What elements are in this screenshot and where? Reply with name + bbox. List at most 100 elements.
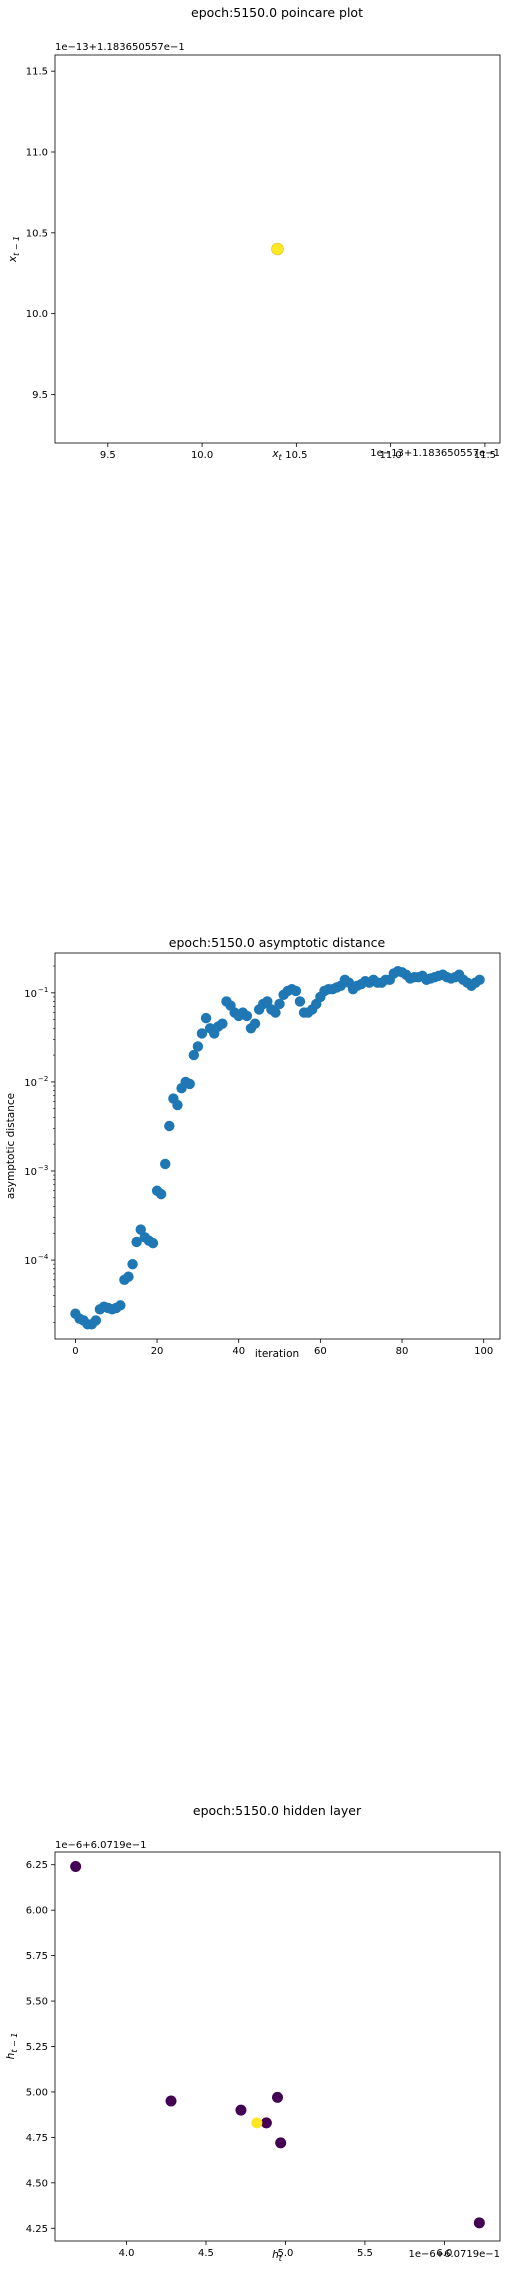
distance-point bbox=[294, 996, 306, 1007]
hidden-layer-y-ticks: 4.25 4.50 4.75 5.00 5.25 5.50 5.75 6.00 6.25 bbox=[26, 1860, 55, 2235]
hidden-layer-x-ticks: 4.0 4.5 5.0 5.5 6.0 bbox=[119, 2241, 452, 2259]
asymptotic-distance-y-ticks: 10−410−310−210−1 bbox=[24, 965, 55, 1323]
distance-point bbox=[262, 996, 273, 1007]
y-tick-label: 6.00 bbox=[26, 1906, 48, 1917]
poincare-plot-axes-frame bbox=[54, 54, 501, 444]
hidden-state-point bbox=[473, 2217, 485, 2229]
distance-point bbox=[123, 1271, 134, 1282]
distance-point bbox=[192, 1041, 204, 1052]
x-tick-label: 20 bbox=[151, 1346, 164, 1357]
hidden-layer-title: epoch:5150.0 hidden layer bbox=[193, 1803, 362, 1818]
distance-point bbox=[274, 998, 285, 1010]
hidden-state-point bbox=[272, 2091, 283, 2103]
hidden-layer-y-label: ht − 1 bbox=[5, 2033, 19, 2060]
asymptotic-distance-points bbox=[70, 965, 485, 1330]
distance-point bbox=[184, 1078, 195, 1090]
y-tick-label: 10 bbox=[24, 1078, 37, 1089]
distance-point bbox=[131, 1236, 142, 1248]
hidden-layer-x-offset-text: 1e−6+6.0719e−1 bbox=[408, 2249, 500, 2260]
y-tick-label: 10 bbox=[24, 1167, 37, 1178]
poincare-plot-x-label: xt bbox=[271, 448, 282, 462]
poincare-plot-x-offset-text: 1e−13+1.183650557e−1 bbox=[370, 448, 500, 459]
y-tick-label: 4.50 bbox=[26, 2178, 48, 2189]
y-tick-label: 10.0 bbox=[26, 309, 48, 320]
y-tick-label: 9.5 bbox=[32, 390, 48, 401]
x-tick-label: 100 bbox=[474, 1346, 493, 1357]
y-tick-label: 5.75 bbox=[26, 1951, 48, 1962]
y-tick-label: 4.75 bbox=[26, 2133, 48, 2144]
hidden-layer-y-offset-text: 1e−6+6.0719e−1 bbox=[55, 1840, 147, 1851]
distance-point bbox=[155, 1188, 167, 1200]
y-tick-label: 10 bbox=[24, 1256, 37, 1267]
hidden-state-point bbox=[251, 2117, 263, 2129]
distance-point bbox=[164, 1120, 175, 1132]
hidden-state-point bbox=[275, 2137, 287, 2149]
x-tick-label: 40 bbox=[232, 1346, 245, 1357]
y-tick-label: 6.25 bbox=[26, 1860, 48, 1871]
poincare-plot-title: epoch:5150.0 poincare plot bbox=[191, 5, 363, 20]
distance-point bbox=[241, 1010, 253, 1022]
poincare-point bbox=[271, 242, 284, 256]
x-tick-label: 4.0 bbox=[119, 2248, 135, 2259]
hidden-layer-points bbox=[70, 1861, 485, 2229]
y-tick-label: 5.25 bbox=[26, 2042, 48, 2053]
x-tick-label: 6.0 bbox=[436, 2248, 452, 2259]
x-tick-label: 80 bbox=[396, 1346, 409, 1357]
asymptotic-distance-title: epoch:5150.0 asymptotic distance bbox=[169, 935, 386, 950]
y-tick-exponent: −1 bbox=[38, 986, 48, 994]
poincare-plot-y-ticks: 9.5 10.0 10.5 11.0 11.5 bbox=[26, 67, 55, 401]
hidden-state-point bbox=[70, 1861, 82, 1873]
distance-point bbox=[90, 1315, 102, 1326]
hidden-state-point bbox=[165, 2095, 177, 2107]
y-tick-exponent: −2 bbox=[38, 1075, 48, 1083]
x-tick-label: 10.0 bbox=[191, 450, 213, 461]
distance-point bbox=[147, 1237, 159, 1249]
distance-point bbox=[217, 1018, 228, 1029]
poincare-plot-y-label: xt − 1 bbox=[7, 236, 21, 263]
x-tick-label: 10.5 bbox=[285, 450, 307, 461]
asymptotic-distance-axes-frame bbox=[54, 952, 501, 1340]
poincare-plot-points bbox=[271, 242, 284, 256]
y-tick-exponent: −3 bbox=[38, 1164, 48, 1172]
distance-point bbox=[135, 1224, 146, 1235]
y-tick-label: 11.5 bbox=[26, 67, 48, 78]
distance-point bbox=[270, 1007, 281, 1018]
distance-point bbox=[474, 974, 485, 986]
x-tick-label: 4.5 bbox=[198, 2248, 214, 2259]
distance-point bbox=[188, 1049, 200, 1061]
hidden-layer-x-label: ht bbox=[272, 2249, 283, 2263]
hidden-layer-panel: epoch:5150.0 hidden layer 1e−6+6.0719e−1… bbox=[5, 1803, 501, 2263]
poincare-plot-y-offset-text: 1e−13+1.183650557e−1 bbox=[55, 42, 185, 53]
distance-point bbox=[249, 1018, 261, 1029]
asymptotic-distance-y-label: asymptotic distance bbox=[5, 1093, 17, 1199]
y-tick-label: 11.0 bbox=[26, 148, 48, 159]
hidden-state-point bbox=[260, 2117, 272, 2129]
asymptotic-distance-x-label: iteration bbox=[255, 1348, 299, 1360]
poincare-plot-x-ticks: 9.5 10.0 10.5 11.0 11.5 bbox=[100, 443, 496, 461]
hidden-layer-axes-frame bbox=[54, 1851, 501, 2242]
x-tick-label: 11.0 bbox=[380, 450, 402, 461]
distance-point bbox=[196, 1028, 208, 1039]
y-tick-label: 10.5 bbox=[26, 228, 48, 239]
x-tick-label: 9.5 bbox=[100, 450, 116, 461]
poincare-plot-panel: epoch:5150.0 poincare plot 1e−13+1.18365… bbox=[7, 5, 501, 462]
y-tick-exponent: −4 bbox=[38, 1253, 49, 1261]
distance-point bbox=[172, 1099, 183, 1111]
distance-point bbox=[127, 1258, 138, 1270]
x-tick-label: 5.5 bbox=[357, 2248, 373, 2259]
distance-point bbox=[160, 1158, 171, 1170]
distance-point bbox=[290, 985, 302, 997]
x-tick-label: 60 bbox=[314, 1346, 327, 1357]
hidden-state-point bbox=[235, 2104, 247, 2116]
asymptotic-distance-panel: epoch:5150.0 asymptotic distance 10 −410−… bbox=[5, 935, 501, 1360]
y-tick-label: 5.00 bbox=[26, 2087, 48, 2098]
distance-point bbox=[115, 1300, 126, 1311]
x-tick-label: 0 bbox=[72, 1346, 78, 1357]
asymptotic-distance-x-ticks: 0 20 40 60 80 100 bbox=[72, 1339, 493, 1357]
x-tick-label: 5.0 bbox=[277, 2248, 293, 2259]
y-tick-label: 5.50 bbox=[26, 1997, 48, 2008]
y-tick-label: 10 bbox=[24, 989, 37, 1000]
distance-point bbox=[200, 1012, 212, 1024]
x-tick-label: 11.5 bbox=[474, 450, 496, 461]
